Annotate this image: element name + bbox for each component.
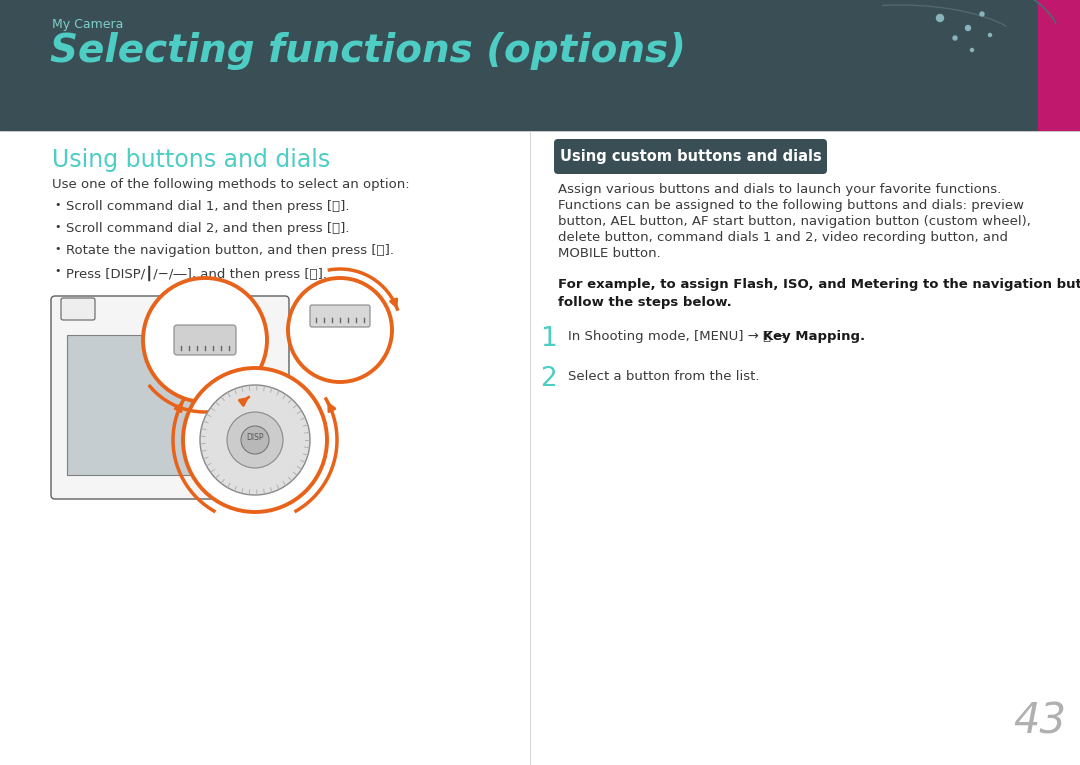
Text: For example, to assign Flash, ISO, and Metering to the navigation button,: For example, to assign Flash, ISO, and M…	[558, 278, 1080, 291]
Bar	[245, 325, 257, 337]
Text: button, AEL button, AF start button, navigation button (custom wheel),: button, AEL button, AF start button, nav…	[558, 215, 1031, 228]
Text: 2: 2	[540, 366, 557, 392]
Text: Assign various buttons and dials to launch your favorite functions.: Assign various buttons and dials to laun…	[558, 183, 1001, 196]
Text: Selecting functions (options): Selecting functions (options)	[50, 32, 686, 70]
Bar	[220, 325, 240, 337]
FancyBboxPatch shape	[310, 305, 370, 327]
Circle shape	[980, 12, 984, 16]
Text: Using custom buttons and dials: Using custom buttons and dials	[559, 149, 822, 164]
Text: Use one of the following methods to select an option:: Use one of the following methods to sele…	[52, 178, 409, 191]
Text: Using buttons and dials: Using buttons and dials	[52, 148, 330, 172]
Circle shape	[988, 34, 991, 37]
Text: Scroll command dial 2, and then press [剪].: Scroll command dial 2, and then press [剪…	[66, 222, 350, 235]
Text: Key Mapping.: Key Mapping.	[762, 330, 865, 343]
Text: 43: 43	[1013, 701, 1067, 743]
Text: •: •	[54, 222, 60, 232]
Text: Scroll command dial 1, and then press [剪].: Scroll command dial 1, and then press [剪…	[66, 200, 350, 213]
Text: Select a button from the list.: Select a button from the list.	[568, 370, 759, 383]
Text: •: •	[54, 266, 60, 276]
Circle shape	[953, 36, 957, 40]
Text: •: •	[54, 244, 60, 254]
Text: follow the steps below.: follow the steps below.	[558, 296, 732, 309]
Text: MOBILE button.: MOBILE button.	[558, 247, 661, 260]
Text: delete button, command dials 1 and 2, video recording button, and: delete button, command dials 1 and 2, vi…	[558, 231, 1008, 244]
Circle shape	[143, 278, 267, 402]
Circle shape	[241, 426, 269, 454]
FancyBboxPatch shape	[554, 139, 827, 174]
FancyBboxPatch shape	[60, 298, 95, 320]
Circle shape	[183, 368, 327, 512]
Circle shape	[200, 385, 310, 495]
FancyBboxPatch shape	[174, 325, 237, 355]
Bar	[0, 0, 1080, 130]
Circle shape	[966, 25, 971, 31]
Circle shape	[288, 278, 392, 382]
Text: •: •	[54, 200, 60, 210]
Text: DISP: DISP	[246, 432, 264, 441]
Bar	[67, 335, 207, 475]
Bar	[1038, 0, 1080, 130]
Text: Press [DISP/┃/−/―], and then press [剪].: Press [DISP/┃/−/―], and then press [剪].	[66, 266, 327, 282]
Text: In Shooting mode, [MENU] → ⩵ →: In Shooting mode, [MENU] → ⩵ →	[568, 330, 791, 343]
Text: 1: 1	[540, 326, 557, 352]
Text: Rotate the navigation button, and then press [剪].: Rotate the navigation button, and then p…	[66, 244, 394, 257]
Circle shape	[936, 15, 944, 21]
Text: My Camera: My Camera	[52, 18, 123, 31]
Circle shape	[971, 48, 973, 51]
Circle shape	[227, 412, 283, 468]
FancyBboxPatch shape	[51, 296, 289, 499]
Text: Functions can be assigned to the following buttons and dials: preview: Functions can be assigned to the followi…	[558, 199, 1024, 212]
